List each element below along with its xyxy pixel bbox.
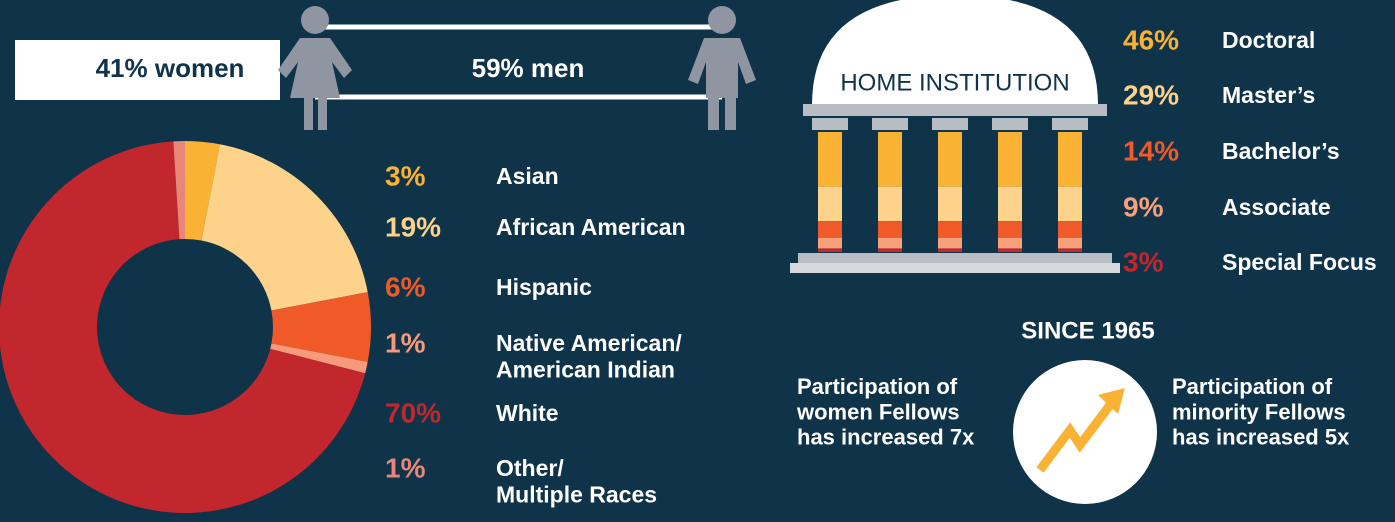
- legend-label: Native American/American Indian: [496, 330, 682, 382]
- pillar-segment: [818, 248, 842, 252]
- pillar-segment: [938, 221, 962, 238]
- pillar-segment: [878, 238, 902, 249]
- legend-label: Master’s: [1222, 82, 1315, 108]
- building-label: HOME INSTITUTION: [840, 69, 1069, 96]
- legend-label: African American: [496, 214, 686, 240]
- pillar-segment: [938, 248, 962, 252]
- pillar-segment: [818, 238, 842, 249]
- value-label: 1%: [385, 452, 426, 483]
- value-label: 70%: [385, 397, 441, 428]
- donut-slice: [201, 144, 367, 310]
- since-title: SINCE 1965: [1021, 317, 1154, 344]
- pillar-segment: [878, 221, 902, 238]
- pillar-cap: [872, 118, 908, 130]
- pillar-segment: [1058, 221, 1082, 238]
- value-label: 3%: [385, 160, 426, 191]
- pillar-segment: [878, 132, 902, 187]
- legend-label: Asian: [496, 163, 559, 189]
- pillar-segment: [818, 221, 842, 238]
- legend-label: Doctoral: [1222, 27, 1315, 53]
- pillar-segment: [1058, 238, 1082, 249]
- pillar-segment: [1058, 187, 1082, 221]
- pillar-segment: [878, 187, 902, 221]
- growth-icon: [1013, 360, 1157, 504]
- pillar-segment: [998, 221, 1022, 238]
- value-label: 6%: [385, 271, 426, 302]
- pillar-segment: [998, 238, 1022, 249]
- pillar-segment: [998, 248, 1022, 252]
- pillar-segment: [938, 187, 962, 221]
- women-label: 41% women: [96, 53, 245, 83]
- pillar-segment: [1058, 132, 1082, 187]
- pillar-segment: [938, 132, 962, 187]
- pillar-segment: [878, 248, 902, 252]
- pillar-segment: [1058, 248, 1082, 252]
- legend-label: Other/Multiple Races: [496, 455, 657, 507]
- value-label: 1%: [385, 327, 426, 358]
- pillar-segment: [998, 187, 1022, 221]
- value-label: 9%: [1123, 191, 1164, 222]
- men-label: 59% men: [472, 53, 585, 83]
- pillar-cap: [812, 118, 848, 130]
- value-label: 46%: [1123, 24, 1179, 55]
- value-label: 19%: [385, 211, 441, 242]
- pillar-segment: [818, 187, 842, 221]
- pillar-segment: [818, 132, 842, 187]
- legend-label: Hispanic: [496, 274, 592, 300]
- legend-label: Special Focus: [1222, 249, 1377, 275]
- pillar-cap: [992, 118, 1028, 130]
- page: {"gender": {"women": "41% women", "men":…: [0, 0, 1395, 522]
- value-label: 3%: [1123, 246, 1164, 277]
- legend-label: Bachelor’s: [1222, 138, 1340, 164]
- pillar-segment: [998, 132, 1022, 187]
- legend-label: Associate: [1222, 194, 1331, 220]
- pillar-cap: [1052, 118, 1088, 130]
- pillar-segment: [938, 238, 962, 249]
- infographic: 41% women 59% men HOME INSTITUTION SINCE…: [0, 0, 1395, 522]
- legend-label: White: [496, 400, 559, 426]
- value-label: 14%: [1123, 135, 1179, 166]
- pillar-cap: [932, 118, 968, 130]
- value-label: 29%: [1123, 79, 1179, 110]
